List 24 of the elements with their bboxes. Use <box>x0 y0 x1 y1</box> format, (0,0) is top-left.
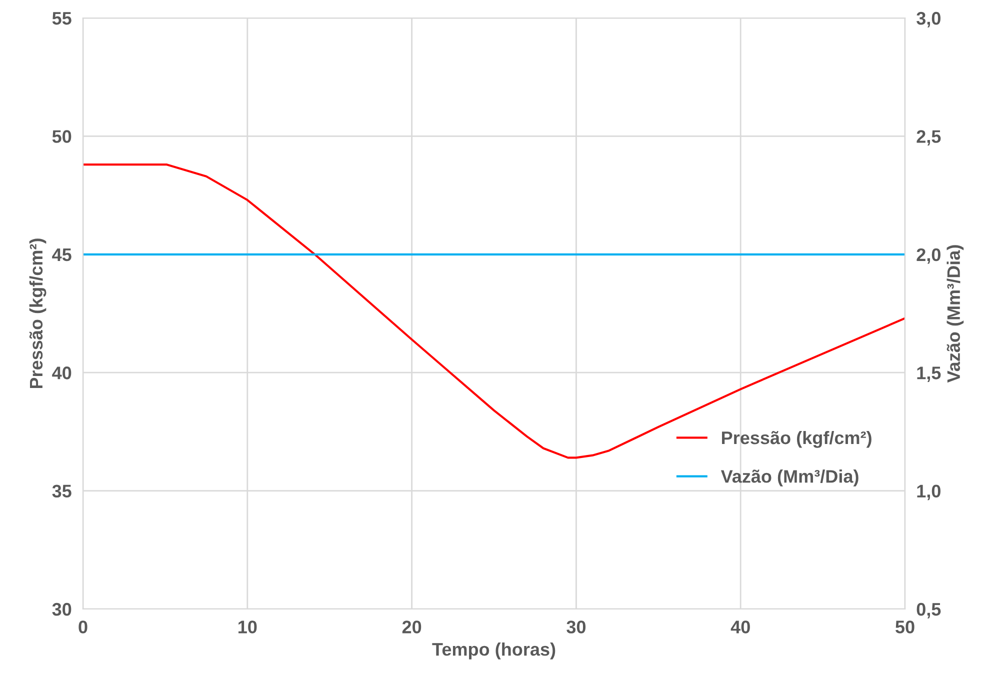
y2-tick-label: 1,0 <box>917 484 940 500</box>
y2-tick-label: 2,5 <box>916 130 941 146</box>
y2-tick-label: 1,5 <box>917 366 941 382</box>
y-tick-label: 55 <box>52 12 72 25</box>
x-tick-label: 40 <box>730 620 750 634</box>
y2-axis-title: Vazão (Mm³/Dia) <box>946 245 964 383</box>
y-axis-title: Pressão (kgf/cm²) <box>29 238 46 388</box>
y-tick-label: 40 <box>52 366 72 380</box>
legend-label: Pressão (kgf/cm²) <box>722 430 872 448</box>
x-tick-label: 50 <box>896 620 914 634</box>
x-tick-label: 0 <box>78 620 88 634</box>
x-tick-label: 10 <box>238 620 257 634</box>
y2-tick-label: 0,5 <box>916 602 941 618</box>
x-tick-label: 20 <box>402 620 422 634</box>
legend-label: Vazão (Mm³/Dia) <box>720 470 858 486</box>
y-tick-label: 50 <box>52 130 72 143</box>
y-tick-label: 45 <box>52 248 72 262</box>
x-tick-label: 30 <box>566 620 586 634</box>
y-tick-label: 30 <box>52 602 72 616</box>
y2-tick-label: 3,0 <box>916 12 940 28</box>
line-series <box>83 164 905 459</box>
x-axis-title: Tempo (horas) <box>432 642 556 660</box>
y-tick-label: 35 <box>52 484 72 498</box>
y2-tick-label: 2,0 <box>916 248 940 264</box>
